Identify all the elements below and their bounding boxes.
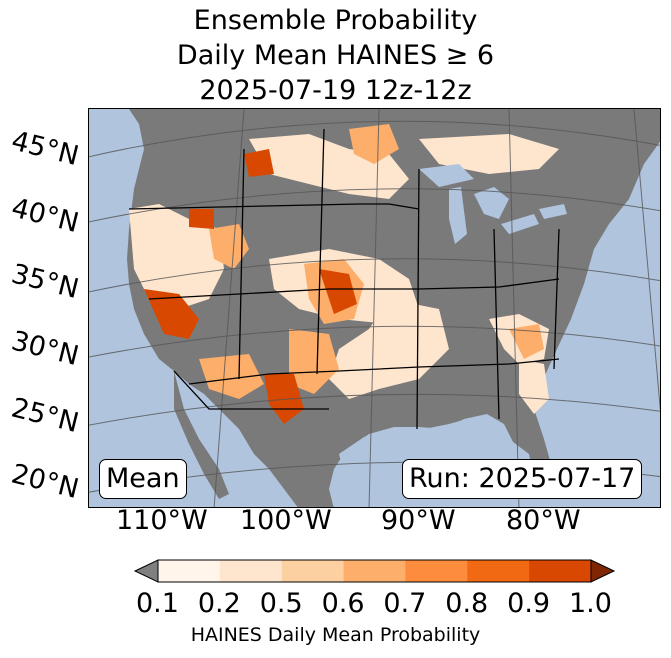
great-lakes (419, 164, 567, 244)
colorbar-tick-label: 0.8 (445, 588, 489, 619)
lon-label-90: 90°W (381, 505, 456, 536)
colorbar-tick-label: 1.0 (569, 588, 612, 619)
lon-label-80: 80°W (506, 505, 581, 536)
colorbar-under-arrow (133, 559, 159, 583)
colorbar-segments (158, 560, 592, 582)
colorbar-segment (405, 560, 468, 582)
map-canvas (89, 109, 660, 507)
colorbar-segment (219, 560, 283, 582)
lon-label-110: 110°W (116, 505, 208, 536)
colorbar-segment (467, 560, 530, 582)
mean-label: Mean (99, 459, 187, 499)
colorbar-label: HAINES Daily Mean Probability (190, 624, 481, 646)
lon-label-100: 100°W (240, 505, 332, 536)
baja-peninsula (174, 371, 229, 499)
colorbar-tick-label: 0.2 (197, 588, 241, 619)
colorbar-tick-label: 0.5 (259, 588, 303, 619)
colorbar-frame (157, 559, 592, 583)
colorbar-tick-label: 0.6 (321, 588, 365, 619)
colorbar-segment (529, 560, 592, 582)
map-panel: Mean Run: 2025-07-17 (88, 108, 661, 508)
colorbar-segment (343, 560, 406, 582)
colorbar-tick-label: 0.1 (136, 588, 179, 619)
title-line-3: 2025-07-19 12z-12z (199, 75, 472, 106)
title-line-2: Daily Mean HAINES ≥ 6 (176, 40, 495, 71)
title-line-1: Ensemble Probability (193, 5, 478, 36)
colorbar-tick-label: 0.9 (507, 588, 551, 619)
state-borders (128, 128, 560, 430)
colorbar-segment (158, 560, 221, 582)
run-label: Run: 2025-07-17 (402, 459, 643, 499)
colorbar-over-arrow (590, 559, 616, 583)
colorbar-tick-label: 0.7 (383, 588, 427, 619)
colorbar-segment (281, 560, 345, 582)
